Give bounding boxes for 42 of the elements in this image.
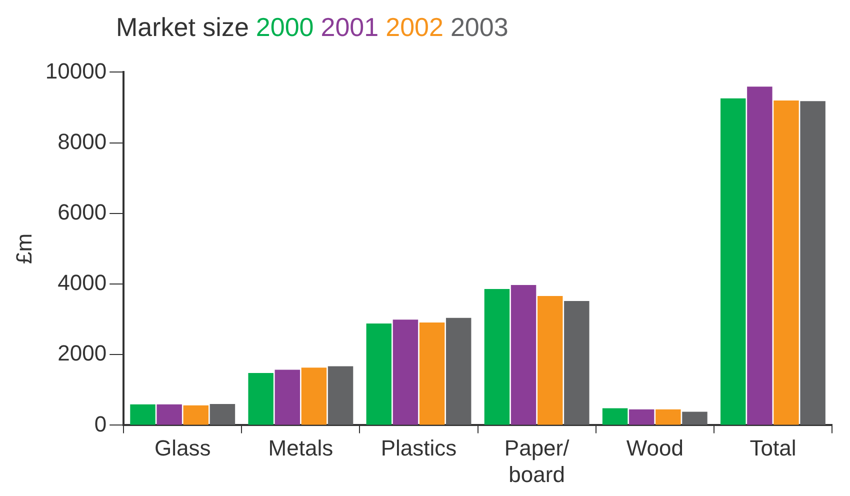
y-tick-label: 4000 [58,270,107,296]
bar [301,368,327,425]
x-tick-label: Total [750,435,796,460]
bar [747,86,772,425]
bar [392,320,418,425]
x-tick-label: Metals [268,435,334,460]
bar [510,285,536,425]
text: 2002 [386,12,444,42]
y-axis-title: £m [11,233,36,264]
bar [656,409,681,425]
bar [628,409,654,425]
y-tick-label: 2000 [58,340,107,366]
bar [484,288,510,425]
bar [130,404,156,425]
y-tick-label: 10000 [45,58,107,84]
bar [248,372,274,425]
y-tick-label: 6000 [58,199,107,224]
bar [537,296,563,425]
bar [210,404,236,425]
y-tick-label: 0 [94,411,107,436]
text: 2000 [256,12,314,42]
bar [419,322,445,425]
bar [446,318,472,425]
bar [328,366,354,425]
bar [602,408,628,425]
bar [564,300,590,425]
bar [800,101,826,425]
bar [274,370,300,425]
bar [156,404,182,425]
x-tick-label: Wood [626,435,684,460]
bar [183,405,209,425]
y-tick-label: 8000 [58,128,107,154]
bar [720,98,746,425]
bar [682,412,708,425]
text: 2003 [450,12,508,42]
bar [774,100,799,425]
text: 2001 [320,12,379,42]
x-tick-label: Paper/board [504,435,570,487]
bar [366,324,392,425]
x-tick-label: Plastics [380,435,457,460]
chart-title: Market size [116,12,249,42]
x-tick-label: Glass [154,435,211,460]
